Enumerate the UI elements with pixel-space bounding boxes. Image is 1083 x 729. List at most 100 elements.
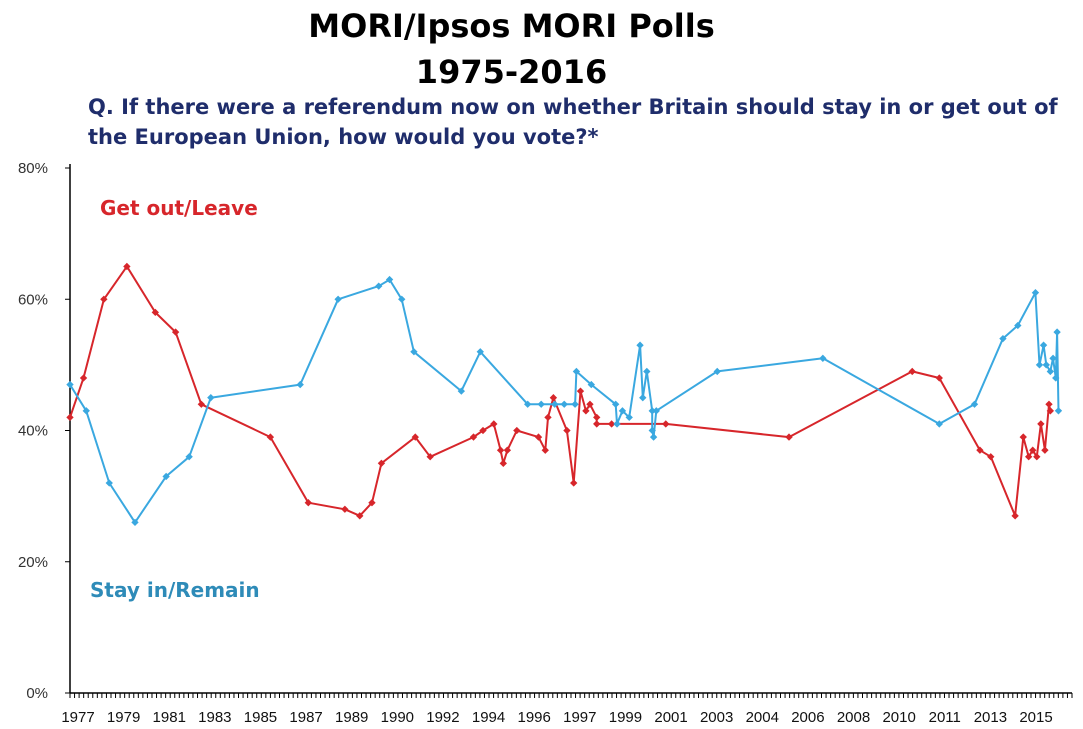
y-tick-label: 0% — [26, 685, 48, 702]
data-point-leave — [785, 433, 793, 441]
data-point-remain — [476, 348, 484, 356]
x-tick-label: 1994 — [472, 709, 505, 726]
data-point-remain — [652, 407, 660, 415]
x-tick-label: 1985 — [244, 709, 277, 726]
data-point-remain — [457, 387, 465, 395]
data-point-leave — [341, 505, 349, 513]
x-tick-label: 1979 — [107, 709, 140, 726]
data-point-remain — [560, 400, 568, 408]
y-tick-label: 60% — [18, 291, 48, 308]
data-point-leave — [100, 295, 108, 303]
data-point-remain — [613, 420, 621, 428]
data-point-remain — [1014, 321, 1022, 330]
x-tick-label: 2006 — [791, 709, 824, 726]
data-point-remain — [551, 400, 559, 408]
data-point-remain — [625, 413, 633, 422]
data-point-leave — [607, 420, 616, 428]
data-point-remain — [537, 400, 545, 408]
data-point-leave — [426, 453, 434, 461]
data-point-leave — [935, 374, 943, 382]
x-tick-label: 1983 — [198, 709, 231, 726]
data-point-leave — [582, 407, 590, 415]
series-label-leave: Get out/Leave — [100, 196, 258, 220]
data-point-remain — [713, 367, 721, 376]
data-point-leave — [1037, 420, 1045, 428]
data-point-leave — [987, 453, 995, 461]
data-point-leave — [123, 262, 131, 271]
x-tick-label: 1996 — [518, 709, 551, 726]
data-point-remain — [207, 394, 215, 402]
y-tick-label: 80% — [18, 160, 48, 177]
data-point-remain — [185, 453, 193, 461]
chart-title-line1: MORI/Ipsos MORI Polls — [308, 7, 715, 45]
data-point-remain — [1054, 407, 1063, 415]
data-point-leave — [593, 420, 601, 428]
data-point-leave — [544, 413, 552, 422]
data-point-leave — [593, 413, 601, 422]
data-point-leave — [1045, 400, 1053, 408]
data-point-leave — [1041, 446, 1049, 454]
data-point-leave — [66, 413, 74, 422]
data-point-remain — [375, 282, 383, 290]
data-point-remain — [410, 348, 418, 356]
data-point-leave — [304, 499, 312, 507]
data-point-leave — [1019, 433, 1027, 441]
data-point-remain — [970, 400, 979, 408]
data-point-remain — [296, 380, 304, 389]
data-point-leave — [377, 459, 386, 467]
data-point-leave — [549, 394, 558, 402]
data-point-remain — [162, 472, 170, 481]
data-point-leave — [368, 499, 376, 507]
data-point-leave — [151, 308, 159, 317]
x-tick-label: 2008 — [837, 709, 870, 726]
x-tick-label: 1992 — [426, 709, 459, 726]
data-point-leave — [79, 374, 88, 382]
data-point-remain — [1039, 341, 1048, 349]
y-tick-label: 40% — [18, 423, 48, 440]
data-point-leave — [541, 446, 549, 454]
data-point-remain — [66, 380, 74, 389]
data-point-remain — [999, 334, 1007, 343]
data-point-remain — [1035, 361, 1044, 369]
data-point-leave — [496, 446, 505, 454]
x-tick-label: 2013 — [974, 709, 1007, 726]
x-tick-label: 2010 — [882, 709, 915, 726]
data-point-remain — [523, 400, 532, 408]
data-point-leave — [908, 367, 916, 376]
data-point-leave — [576, 387, 585, 395]
x-tick-label: 1990 — [381, 709, 414, 726]
data-point-leave — [563, 426, 571, 435]
x-tick-label: 1981 — [153, 709, 186, 726]
x-tick-label: 1997 — [563, 709, 596, 726]
data-point-leave — [1011, 512, 1019, 520]
data-point-remain — [636, 341, 644, 349]
series-line-leave — [69, 265, 1052, 517]
data-point-remain — [935, 420, 943, 428]
data-point-remain — [612, 400, 620, 408]
x-tick-label: 2003 — [700, 709, 733, 726]
data-point-leave — [490, 420, 498, 428]
data-point-leave — [197, 400, 206, 408]
data-point-remain — [385, 275, 394, 284]
x-tick-label: 2004 — [746, 709, 779, 726]
data-point-leave — [513, 426, 521, 435]
data-point-remain — [639, 394, 647, 402]
data-point-leave — [499, 459, 507, 467]
data-point-leave — [662, 420, 670, 428]
x-tick-label: 1977 — [61, 709, 94, 726]
x-tick-label: 2001 — [654, 709, 687, 726]
data-point-remain — [572, 367, 581, 376]
x-tick-label: 1987 — [289, 709, 322, 726]
data-point-remain — [334, 295, 342, 303]
data-point-leave — [976, 446, 984, 454]
data-point-leave — [570, 479, 578, 487]
data-point-remain — [571, 400, 579, 408]
data-point-leave — [171, 328, 180, 336]
data-point-remain — [587, 380, 595, 389]
x-tick-label: 1989 — [335, 709, 368, 726]
data-point-leave — [479, 426, 487, 435]
x-tick-label: 2015 — [1019, 709, 1052, 726]
data-point-remain — [1031, 289, 1040, 297]
chart-title-line2: 1975-2016 — [415, 53, 608, 91]
